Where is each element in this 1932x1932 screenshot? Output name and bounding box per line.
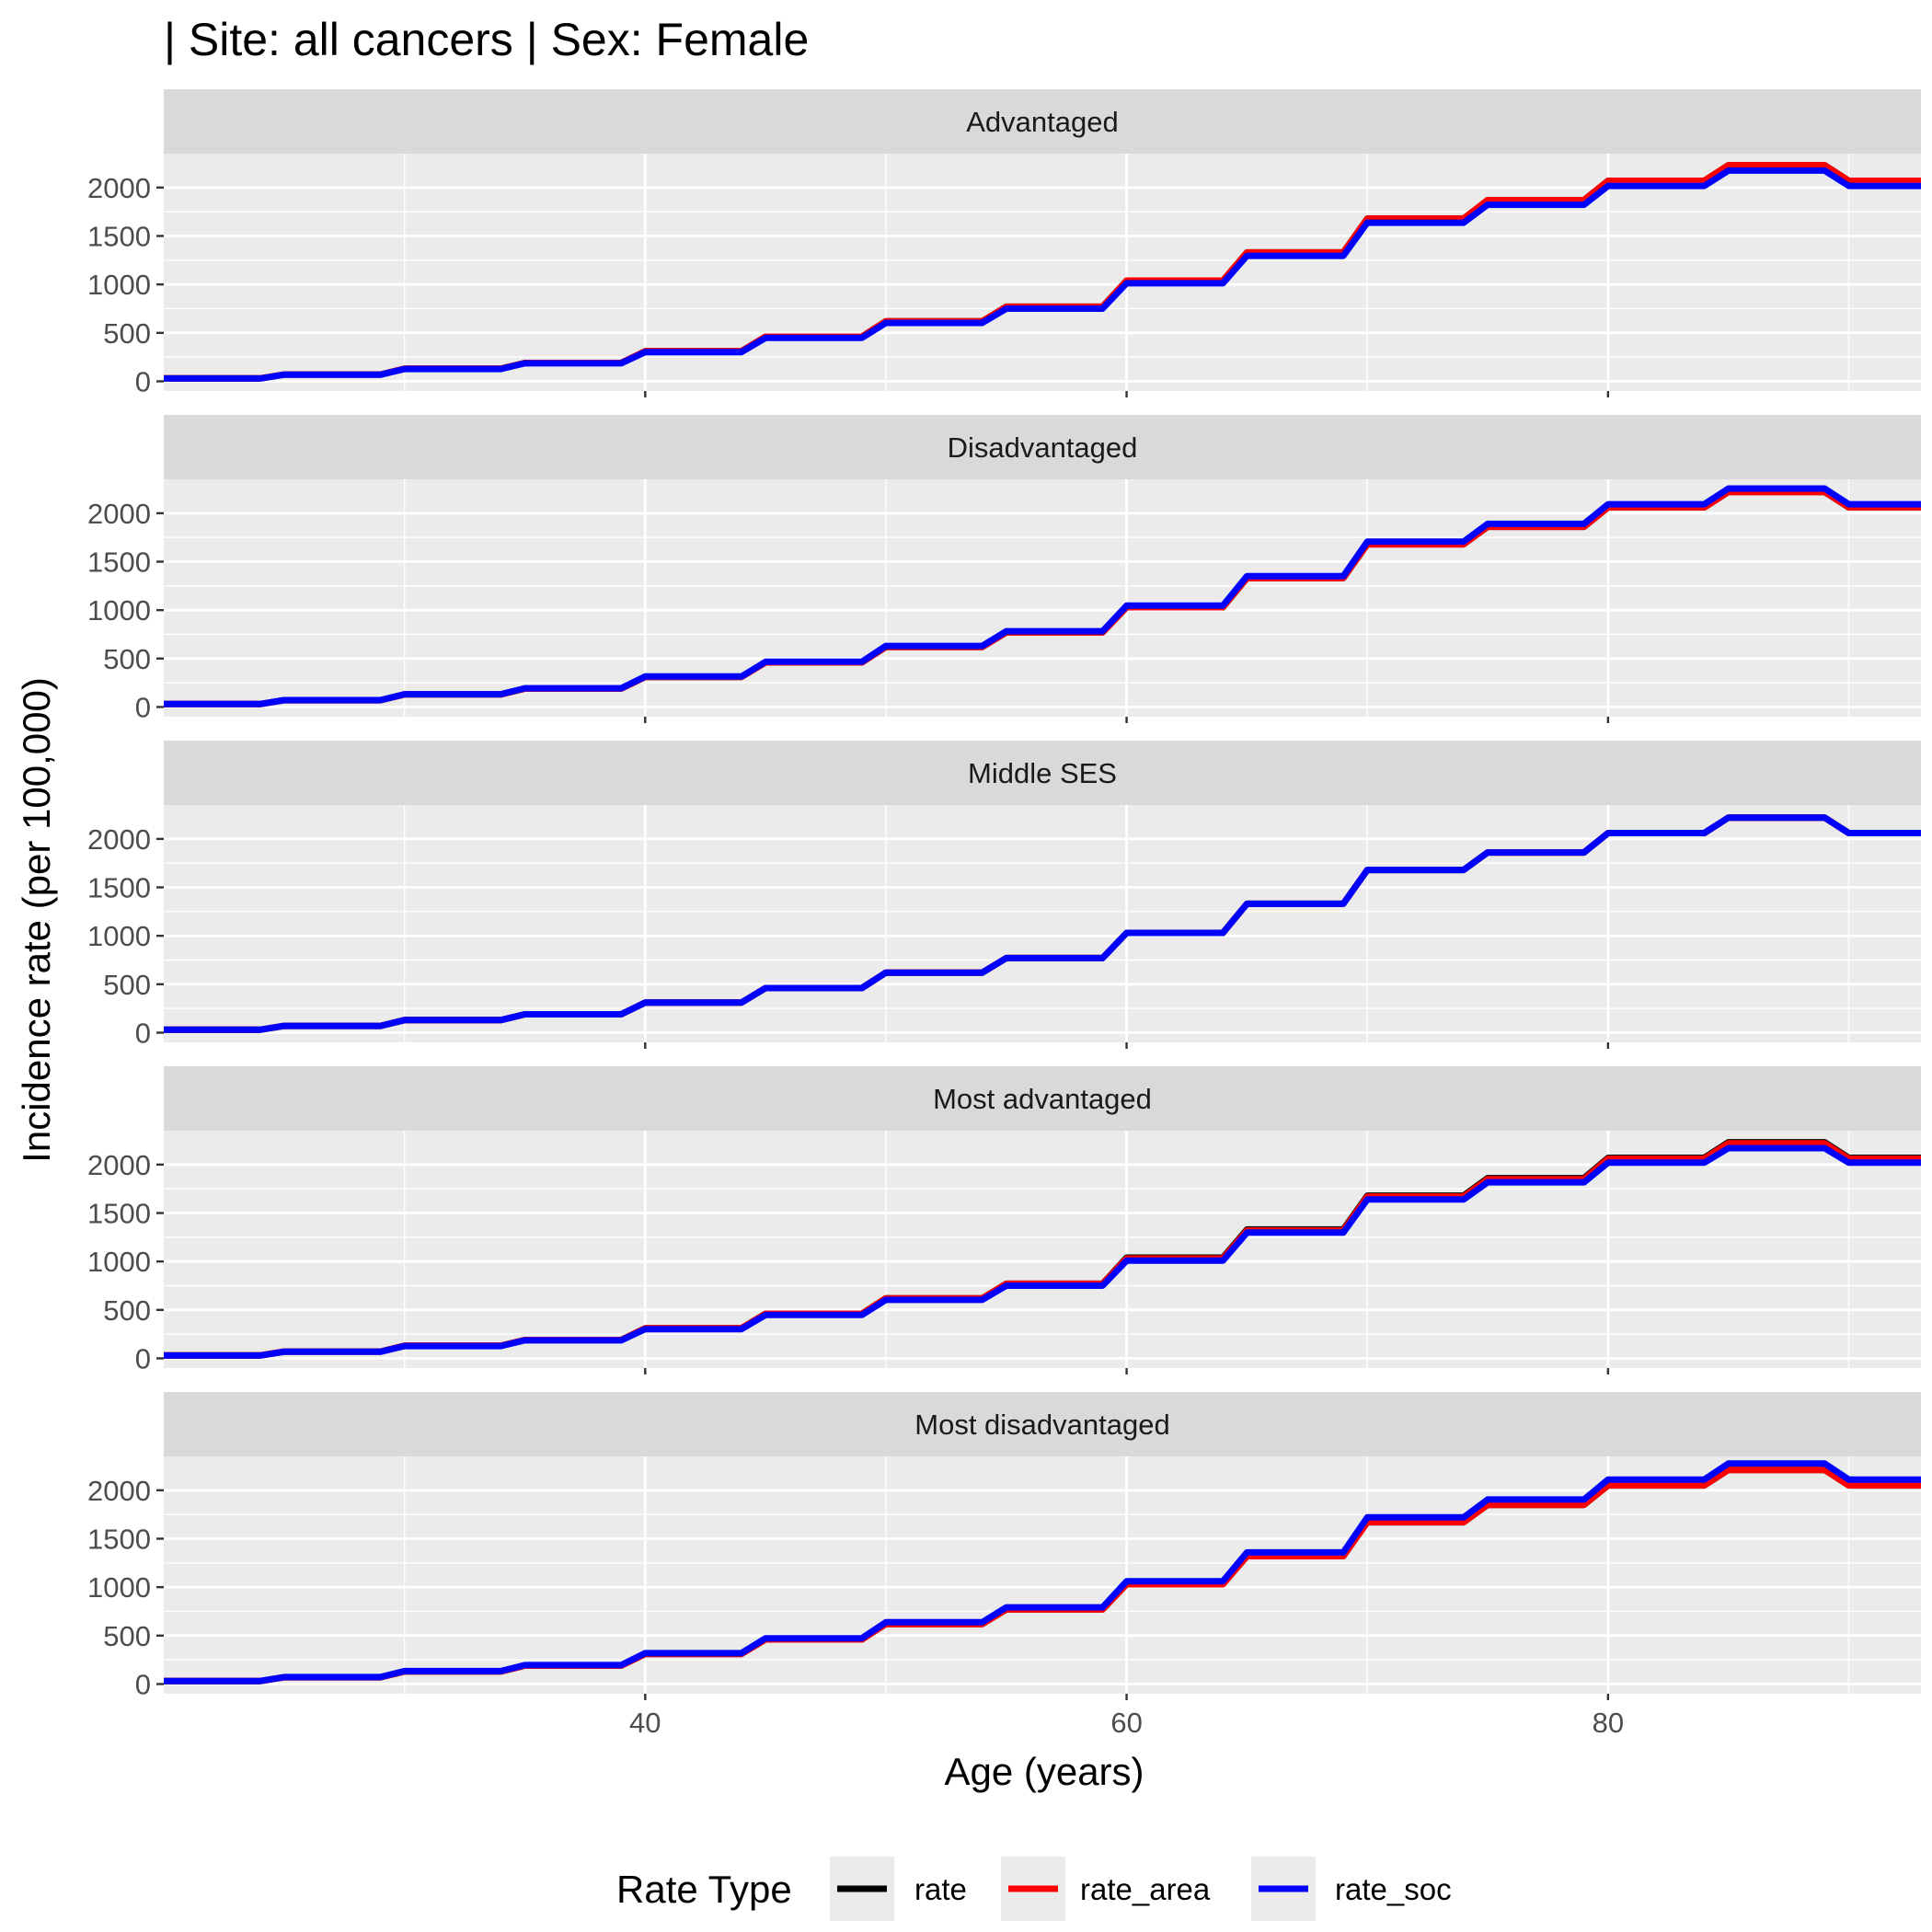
facet-panel: Middle SES 0 500 1000 1500 2000	[87, 741, 1921, 1049]
x-tick-label: 80	[1593, 1707, 1624, 1739]
legend: Rate Type rate rate_area rate_soc	[616, 1857, 1452, 1921]
y-tick-label: 0	[135, 691, 151, 723]
facet-strip-label: Middle SES	[968, 757, 1117, 789]
y-tick-label: 1500	[87, 221, 151, 253]
x-tick-label: 40	[629, 1707, 661, 1739]
y-tick-label: 1500	[87, 546, 151, 579]
series-line-rate-soc	[164, 1460, 1921, 1685]
y-tick-label: 1000	[87, 920, 151, 952]
legend-title: Rate Type	[616, 1868, 792, 1911]
panel-background	[164, 154, 1921, 391]
panel-background	[164, 479, 1921, 717]
y-tick-label: 1000	[87, 594, 151, 627]
series-line-rate-soc	[164, 167, 1921, 382]
panel-background	[164, 1131, 1921, 1368]
y-tick-label: 2000	[87, 1149, 151, 1181]
facet-strip-label: Disadvantaged	[948, 431, 1138, 464]
legend-label: rate_area	[1080, 1872, 1211, 1906]
facet-strip-label: Most disadvantaged	[914, 1409, 1169, 1441]
series-line-rate-soc	[164, 485, 1921, 707]
y-tick-label: 500	[103, 317, 151, 350]
series-line-rate-soc	[164, 1144, 1921, 1359]
y-tick-label: 1500	[87, 1524, 151, 1556]
facet-strip-label: Most advantaged	[933, 1083, 1152, 1115]
y-tick-label: 500	[103, 643, 151, 675]
y-tick-label: 1000	[87, 1246, 151, 1278]
panel-background	[164, 805, 1921, 1042]
y-tick-label: 2000	[87, 1475, 151, 1507]
panel-background	[164, 1456, 1921, 1694]
facet-strip	[164, 415, 1921, 479]
facet-panel: Disadvantaged 0 500 1000 1500 2000	[87, 415, 1921, 723]
y-tick-label: 2000	[87, 823, 151, 856]
y-tick-label: 1000	[87, 269, 151, 301]
facet-strip	[164, 1392, 1921, 1456]
legend-label: rate	[914, 1872, 967, 1906]
y-tick-label: 0	[135, 365, 151, 397]
facet-strip	[164, 89, 1921, 154]
y-tick-label: 1500	[87, 872, 151, 904]
facet-panel: Most advantaged 0 500 1000 1500 2000	[87, 1066, 1921, 1374]
chart-title: | Site: all cancers | Sex: Female	[164, 14, 809, 65]
x-tick-label: 60	[1110, 1707, 1142, 1739]
facet-strip	[164, 741, 1921, 805]
y-tick-label: 500	[103, 969, 151, 1001]
facet-strip-label: Advantaged	[966, 106, 1118, 138]
y-tick-label: 0	[135, 1342, 151, 1374]
y-tick-label: 1500	[87, 1198, 151, 1230]
facet-strip	[164, 1066, 1921, 1131]
legend-label: rate_soc	[1335, 1872, 1452, 1906]
y-tick-label: 0	[135, 1668, 151, 1700]
series-line-rate-soc	[164, 814, 1921, 1033]
x-axis: 40 60 80	[629, 1707, 1624, 1739]
y-tick-label: 0	[135, 1017, 151, 1049]
y-tick-label: 2000	[87, 172, 151, 204]
facet-panels: Advantaged 0 500 1000 1500 2000 Disadvantaged 0…	[87, 89, 1921, 1700]
y-tick-label: 500	[103, 1620, 151, 1652]
facet-panel: Advantaged 0 500 1000 1500 2000	[87, 89, 1921, 397]
x-axis-label: Age (years)	[944, 1750, 1144, 1793]
y-axis-label: Incidence rate (per 100,000)	[15, 677, 58, 1163]
y-tick-label: 2000	[87, 498, 151, 530]
y-tick-label: 500	[103, 1294, 151, 1327]
y-tick-label: 1000	[87, 1571, 151, 1604]
facet-panel: Most disadvantaged 0 500 1000 1500 2000	[87, 1392, 1921, 1700]
